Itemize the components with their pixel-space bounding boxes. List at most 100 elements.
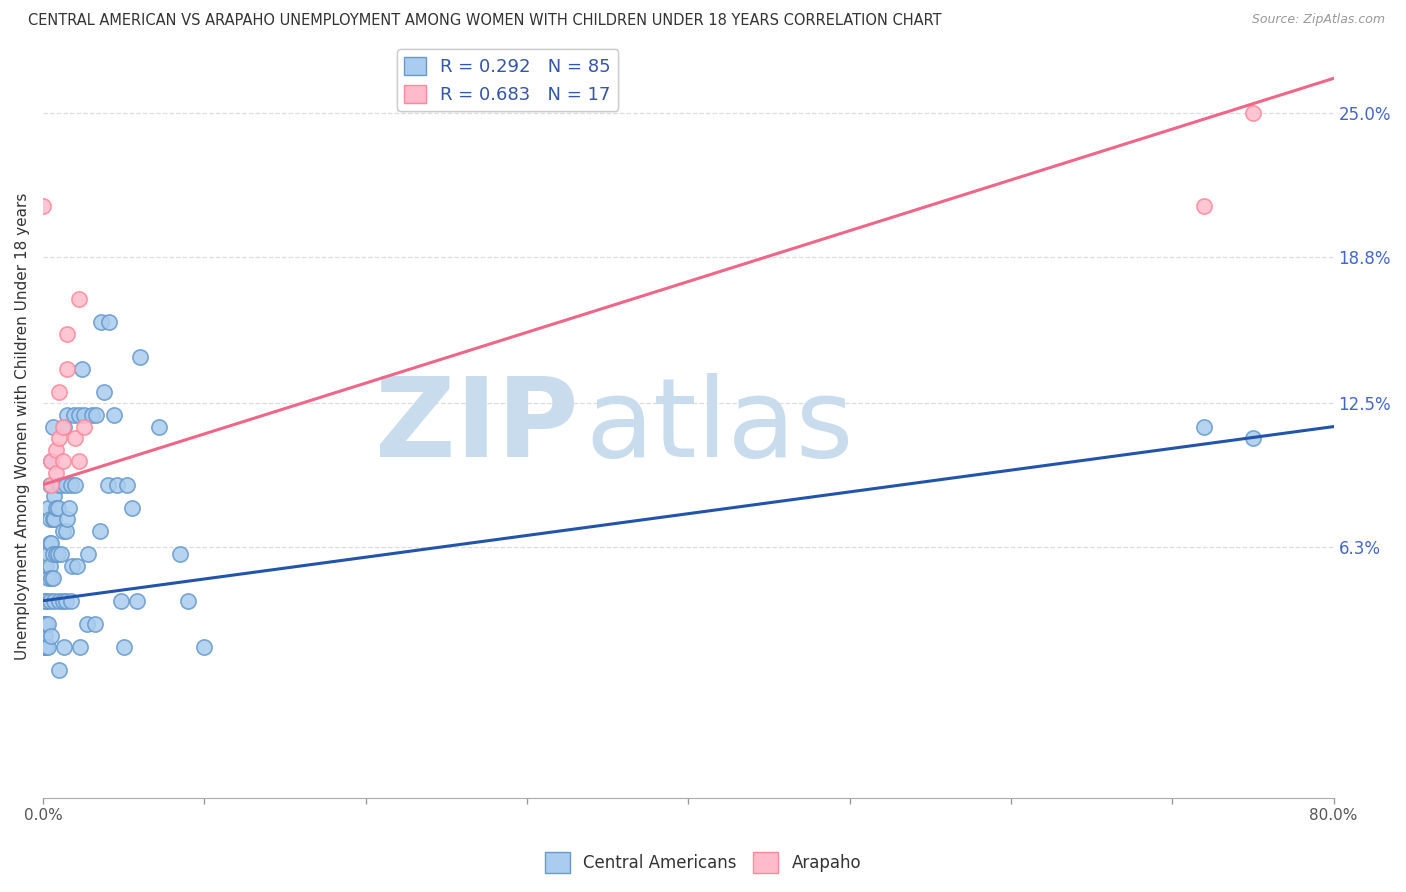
Point	[63, 408, 86, 422]
Text: Source: ZipAtlas.com: Source: ZipAtlas.com	[1251, 13, 1385, 27]
Point	[38, 558, 60, 573]
Point	[121, 500, 143, 515]
Point	[56, 408, 79, 422]
Point	[77, 547, 100, 561]
Point	[66, 558, 89, 573]
Point	[39, 628, 62, 642]
Point	[56, 512, 79, 526]
Point	[65, 431, 87, 445]
Point	[42, 419, 65, 434]
Y-axis label: Unemployment Among Women with Children Under 18 years: Unemployment Among Women with Children U…	[15, 193, 30, 660]
Point	[38, 593, 60, 607]
Point	[37, 547, 59, 561]
Point	[51, 419, 73, 434]
Point	[59, 593, 82, 607]
Point	[67, 408, 90, 422]
Point	[46, 547, 69, 561]
Point	[110, 593, 132, 607]
Point	[32, 616, 55, 631]
Point	[39, 477, 62, 491]
Legend: R = 0.292   N = 85, R = 0.683   N = 17: R = 0.292 N = 85, R = 0.683 N = 17	[396, 49, 619, 112]
Point	[177, 593, 200, 607]
Point	[169, 547, 191, 561]
Point	[51, 593, 73, 607]
Point	[45, 500, 67, 515]
Point	[48, 431, 70, 445]
Point	[97, 477, 120, 491]
Point	[39, 454, 62, 468]
Point	[35, 558, 58, 573]
Point	[80, 408, 103, 422]
Point	[72, 419, 94, 434]
Point	[39, 570, 62, 584]
Point	[83, 616, 105, 631]
Point	[59, 477, 82, 491]
Point	[51, 454, 73, 468]
Point	[105, 477, 128, 491]
Point	[112, 640, 135, 655]
Point	[53, 419, 76, 434]
Text: CENTRAL AMERICAN VS ARAPAHO UNEMPLOYMENT AMONG WOMEN WITH CHILDREN UNDER 18 YEAR: CENTRAL AMERICAN VS ARAPAHO UNEMPLOYMENT…	[28, 13, 942, 29]
Point	[48, 664, 70, 678]
Point	[32, 640, 55, 655]
Point	[1194, 199, 1216, 213]
Point	[89, 524, 111, 538]
Point	[193, 640, 215, 655]
Point	[55, 593, 77, 607]
Point	[44, 512, 66, 526]
Point	[51, 524, 73, 538]
Point	[55, 477, 77, 491]
Text: atlas: atlas	[585, 373, 853, 480]
Point	[34, 616, 56, 631]
Point	[67, 454, 90, 468]
Point	[103, 408, 125, 422]
Point	[48, 477, 70, 491]
Point	[45, 466, 67, 480]
Point	[69, 640, 91, 655]
Point	[45, 442, 67, 457]
Point	[48, 384, 70, 399]
Point	[129, 350, 152, 364]
Point	[48, 593, 70, 607]
Point	[90, 315, 112, 329]
Point	[34, 640, 56, 655]
Point	[44, 489, 66, 503]
Point	[76, 616, 98, 631]
Point	[45, 547, 67, 561]
Point	[115, 477, 138, 491]
Point	[44, 593, 66, 607]
Point	[34, 593, 56, 607]
Point	[60, 558, 83, 573]
Point	[1241, 106, 1264, 120]
Point	[67, 292, 90, 306]
Point	[35, 616, 58, 631]
Point	[46, 500, 69, 515]
Point	[38, 512, 60, 526]
Point	[32, 199, 55, 213]
Point	[148, 419, 170, 434]
Point	[38, 477, 60, 491]
Point	[58, 500, 80, 515]
Point	[32, 628, 55, 642]
Point	[49, 547, 72, 561]
Point	[55, 524, 77, 538]
Point	[37, 570, 59, 584]
Point	[37, 616, 59, 631]
Point	[56, 361, 79, 376]
Point	[35, 640, 58, 655]
Point	[35, 593, 58, 607]
Point	[42, 570, 65, 584]
Point	[39, 454, 62, 468]
Point	[42, 547, 65, 561]
Legend: Central Americans, Arapaho: Central Americans, Arapaho	[538, 846, 868, 880]
Point	[37, 640, 59, 655]
Point	[34, 628, 56, 642]
Point	[65, 477, 87, 491]
Point	[37, 500, 59, 515]
Point	[125, 593, 148, 607]
Point	[72, 408, 94, 422]
Point	[86, 408, 108, 422]
Point	[38, 535, 60, 549]
Point	[49, 477, 72, 491]
Point	[1194, 419, 1216, 434]
